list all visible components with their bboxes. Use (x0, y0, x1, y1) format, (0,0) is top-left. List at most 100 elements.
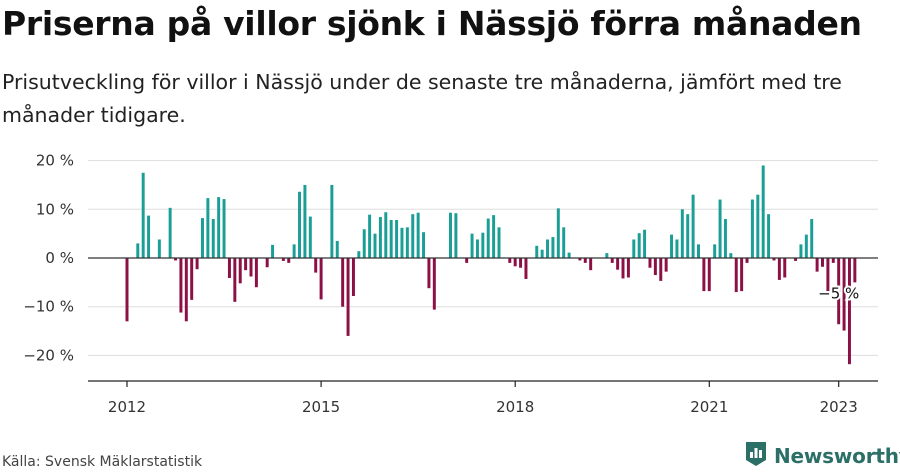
bar (637, 233, 641, 258)
bar (562, 227, 566, 258)
bar (648, 258, 652, 268)
bar (378, 217, 382, 258)
bar (314, 258, 318, 273)
bar (583, 258, 587, 263)
annotation-label: −5 % (818, 284, 859, 302)
bar (486, 218, 490, 258)
bar (308, 216, 312, 258)
bar (357, 251, 361, 258)
bar (680, 209, 684, 258)
bar (578, 258, 582, 261)
bar (405, 227, 409, 258)
bar (449, 212, 452, 258)
bar (190, 258, 194, 300)
brand-name: Newsworthy (774, 444, 900, 468)
bar (664, 258, 668, 272)
bar (729, 253, 733, 258)
bar (222, 199, 226, 258)
bar (265, 258, 269, 268)
bar (497, 227, 501, 258)
bar (384, 212, 388, 258)
bar (626, 258, 630, 278)
bar (734, 258, 738, 293)
bar (341, 258, 345, 307)
bar (508, 258, 512, 263)
bar (589, 258, 593, 271)
x-tick-label: 2021 (690, 398, 728, 416)
bar (238, 258, 242, 284)
bar (842, 258, 846, 331)
bar (125, 258, 129, 322)
bar (454, 213, 458, 258)
bar (287, 258, 291, 263)
bar (519, 258, 523, 268)
newsworthy-logo-icon (744, 440, 768, 472)
bar (540, 249, 544, 258)
bar (707, 258, 711, 292)
bar (492, 215, 496, 258)
bar (157, 239, 161, 258)
bar (799, 244, 803, 258)
bar (546, 239, 550, 258)
bar (853, 258, 857, 283)
bar (551, 237, 555, 258)
y-tick-label: −20 % (23, 346, 74, 364)
bar (233, 258, 237, 302)
bar (227, 258, 231, 278)
bar (368, 214, 372, 258)
bar (147, 215, 151, 258)
bar (416, 212, 420, 258)
bar (691, 194, 695, 258)
bar (610, 258, 614, 263)
bar (605, 253, 609, 258)
bar (271, 244, 275, 258)
bar (330, 184, 334, 258)
bar (179, 258, 183, 313)
brand: Newsworthy (744, 441, 900, 471)
source-note: Källa: Svensk Mäklarstatistik (2, 454, 203, 470)
bar (723, 219, 727, 258)
bar (772, 258, 776, 261)
bar (745, 258, 749, 263)
bar (298, 191, 302, 258)
bar (411, 214, 415, 258)
bar (713, 244, 717, 258)
bar (319, 258, 323, 300)
bar (837, 258, 841, 325)
bar (783, 258, 787, 278)
bar (201, 218, 204, 258)
bar (675, 239, 679, 258)
bar (524, 258, 528, 279)
bar (804, 234, 808, 258)
bar (400, 227, 404, 258)
chart-title: Priserna på villor sjönk i Nässjö förra … (2, 4, 862, 43)
bar (826, 258, 830, 292)
bar (697, 244, 700, 258)
bar (821, 258, 824, 267)
bar (217, 197, 221, 259)
bar (465, 258, 469, 263)
bar (292, 244, 296, 258)
bar (777, 258, 781, 280)
bar (750, 199, 754, 258)
bar (831, 258, 835, 263)
bar (815, 258, 819, 272)
bar (362, 229, 366, 258)
bar (335, 240, 339, 258)
bar (184, 258, 188, 322)
bar (702, 258, 706, 292)
bar (556, 208, 560, 258)
bar (616, 258, 620, 270)
bar (740, 258, 744, 292)
bar (174, 258, 178, 261)
bar (395, 220, 399, 258)
x-tick-label: 2015 (302, 398, 340, 416)
bar (211, 219, 215, 258)
bar (351, 258, 355, 296)
bar (761, 165, 765, 258)
bar (141, 172, 145, 258)
bar (168, 207, 172, 258)
bar (643, 229, 647, 258)
bar (567, 252, 571, 258)
bar (249, 258, 253, 277)
